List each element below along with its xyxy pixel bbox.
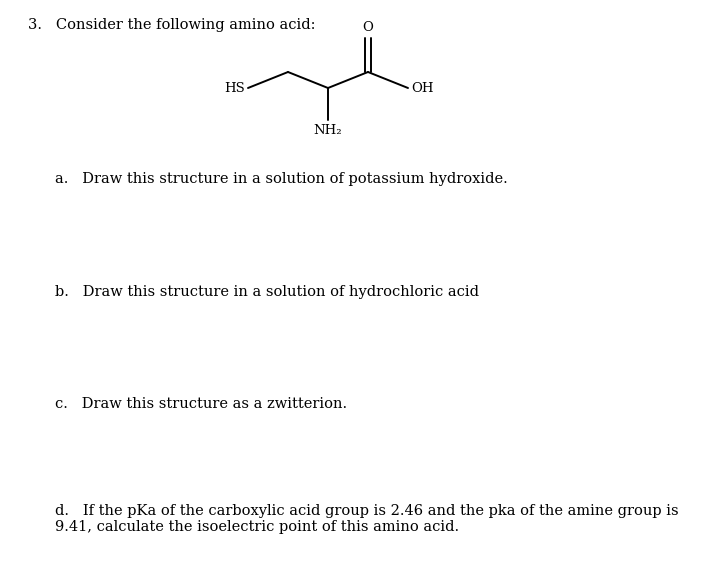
Text: O: O [363, 21, 374, 34]
Text: NH₂: NH₂ [314, 124, 342, 137]
Text: d.   If the pKa of the carboxylic acid group is 2.46 and the pka of the amine gr: d. If the pKa of the carboxylic acid gro… [55, 504, 679, 534]
Text: HS: HS [224, 82, 245, 95]
Text: b.   Draw this structure in a solution of hydrochloric acid: b. Draw this structure in a solution of … [55, 285, 479, 299]
Text: a.   Draw this structure in a solution of potassium hydroxide.: a. Draw this structure in a solution of … [55, 172, 508, 186]
Text: c.   Draw this structure as a zwitterion.: c. Draw this structure as a zwitterion. [55, 397, 347, 411]
Text: OH: OH [411, 82, 433, 95]
Text: 3.   Consider the following amino acid:: 3. Consider the following amino acid: [28, 18, 315, 32]
